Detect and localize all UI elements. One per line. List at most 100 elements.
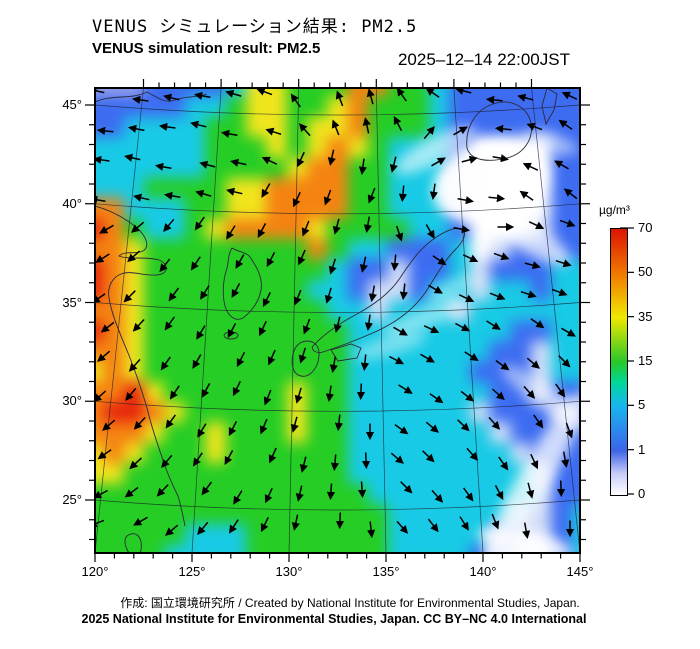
wind-arrow xyxy=(197,521,209,535)
wind-arrow xyxy=(332,218,341,235)
wind-arrow xyxy=(330,454,340,472)
wind-arrow xyxy=(524,261,541,270)
wind-arrow xyxy=(233,490,243,505)
wind-arrow xyxy=(190,120,207,129)
wind-arrow xyxy=(95,195,106,204)
longitude-label: 140° xyxy=(469,564,497,579)
longitude-label: 125° xyxy=(178,564,206,579)
latitude-label: 45° xyxy=(62,97,82,112)
wind-arrow xyxy=(226,225,236,240)
wind-arrow xyxy=(561,327,576,337)
colorbar-unit-label: µg/m³ xyxy=(599,203,630,217)
wind-arrow xyxy=(423,126,435,140)
wind-arrow xyxy=(95,155,110,164)
wind-arrow xyxy=(220,129,238,138)
wind-arrow xyxy=(495,359,510,371)
wind-arrow xyxy=(264,487,273,504)
wind-arrow xyxy=(517,93,534,102)
wind-arrow xyxy=(367,187,376,204)
wind-arrow xyxy=(551,288,568,297)
wind-arrow xyxy=(485,95,503,105)
wind-arrow xyxy=(261,183,271,198)
wind-arrow xyxy=(259,418,268,435)
wind-arrow xyxy=(356,383,366,401)
longitude-label: 135° xyxy=(372,564,400,579)
wind-arrow xyxy=(258,320,267,337)
wind-arrow xyxy=(127,124,145,133)
wind-arrow xyxy=(526,482,535,499)
wind-arrow xyxy=(561,91,578,100)
wind-arrow xyxy=(329,356,338,374)
page-title-english: VENUS simulation result: PM2.5 xyxy=(92,40,321,57)
colorbar-value-label: 35 xyxy=(638,308,653,324)
wind-arrow xyxy=(95,88,105,95)
credit-line: 作成: 国立環境研究所 / Created by National Instit… xyxy=(120,596,580,610)
wind-arrow xyxy=(131,221,145,233)
colorbar-gradient xyxy=(610,228,628,496)
wind-arrow xyxy=(196,325,206,340)
wind-arrow xyxy=(561,451,570,469)
wind-arrow xyxy=(520,290,537,299)
coastline-outlines xyxy=(95,88,558,553)
wind-arrow xyxy=(432,255,447,266)
wind-arrow xyxy=(462,487,474,502)
wind-arrow xyxy=(558,119,573,130)
wind-arrow xyxy=(462,254,479,263)
wind-arrow xyxy=(362,117,371,134)
wind-arrow xyxy=(425,421,439,433)
map-overlay-svg xyxy=(95,88,580,553)
wind-arrow xyxy=(366,521,376,539)
wind-arrow xyxy=(133,193,150,202)
wind-arrow xyxy=(257,223,267,239)
latitude-label: 35° xyxy=(62,294,82,310)
wind-arrow xyxy=(358,158,367,176)
longitude-label: 120° xyxy=(81,564,109,579)
wind-arrow xyxy=(165,524,179,536)
wind-arrow xyxy=(359,256,368,273)
wind-arrow xyxy=(201,383,211,399)
wind-arrow xyxy=(398,384,413,394)
wind-arrow xyxy=(131,95,149,104)
wind-arrow xyxy=(357,481,367,499)
wind-arrow xyxy=(396,88,407,102)
wind-arrow xyxy=(267,349,276,366)
wind-arrow xyxy=(466,447,479,461)
wind-arrow xyxy=(292,191,301,208)
wind-arrow xyxy=(519,190,534,201)
wind-arrow xyxy=(326,483,336,501)
wind-arrow xyxy=(522,522,531,540)
license-line: 2025 National Institute for Environmenta… xyxy=(81,612,587,626)
wind-arrow xyxy=(99,224,114,234)
colorbar-value-label: 5 xyxy=(638,397,646,413)
map-canvas xyxy=(95,88,580,553)
wind-arrow xyxy=(299,456,308,473)
wind-arrow xyxy=(294,387,303,404)
wind-arrow xyxy=(165,414,177,429)
wind-arrow xyxy=(459,516,469,531)
wind-arrow xyxy=(431,157,446,167)
wind-arrow xyxy=(335,512,345,530)
wind-arrow xyxy=(235,254,245,269)
colorbar-value-label: 15 xyxy=(638,353,653,368)
wind-arrow xyxy=(425,224,435,239)
wind-arrow xyxy=(262,291,271,308)
wind-arrow xyxy=(431,489,444,503)
wind-arrow xyxy=(95,253,110,263)
wind-arrow xyxy=(293,289,302,306)
wind-arrow xyxy=(190,256,201,271)
wind-arrow xyxy=(169,385,180,400)
wind-arrow xyxy=(335,90,344,107)
wind-arrow xyxy=(298,347,307,364)
longitude-label: 130° xyxy=(275,564,303,579)
wind-arrow xyxy=(95,390,107,403)
wind-arrow xyxy=(486,320,501,330)
wind-arrow xyxy=(331,119,340,136)
wind-arrow xyxy=(256,88,273,96)
wind-arrow xyxy=(163,93,180,102)
wind-arrow xyxy=(124,153,141,162)
wind-arrow xyxy=(393,115,403,131)
wind-arrow xyxy=(522,162,539,171)
wind-arrow xyxy=(361,452,371,470)
forecast-timestamp: 2025–12–14 22:00JST xyxy=(397,50,570,69)
wind-arrow xyxy=(163,218,175,232)
